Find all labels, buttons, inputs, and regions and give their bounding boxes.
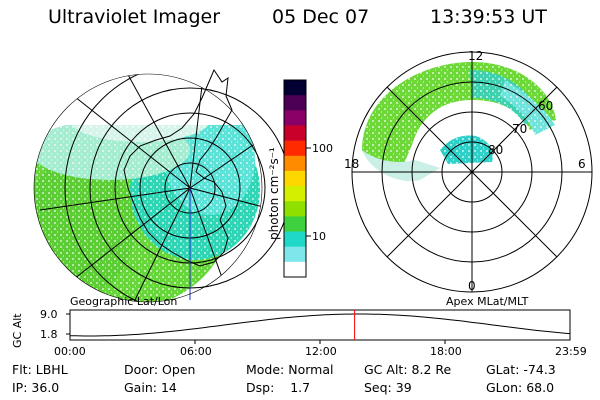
colorbar-gradient xyxy=(284,80,306,278)
apex-aurora-image xyxy=(352,52,592,182)
status-filter: Flt: LBHL xyxy=(12,362,68,377)
mlat-label-80: 80 xyxy=(488,143,503,157)
colorbar-band xyxy=(284,170,306,187)
colorbar-tick-label-10: 10 xyxy=(312,230,326,243)
colorbar-band xyxy=(284,216,306,233)
filter-value: LBHL xyxy=(35,362,68,377)
status-gain: Gain: 14 xyxy=(124,380,177,395)
mlt-label-6: 6 xyxy=(578,157,586,171)
colorbar-tick-label-100: 100 xyxy=(312,142,333,155)
gain-value: 14 xyxy=(160,380,177,395)
status-mode: Mode: Normal xyxy=(246,362,334,377)
geographic-map-border xyxy=(33,73,263,303)
altitude-timeline xyxy=(66,309,571,344)
status-glat: GLat: -74.3 xyxy=(486,362,556,377)
timeline-xtick-label-2: 12:00 xyxy=(305,345,337,358)
timeline-xtick-label-3: 18:00 xyxy=(430,345,462,358)
colorbar-band xyxy=(284,186,306,202)
seq-value: 39 xyxy=(395,380,412,395)
timeline-xtick-label-1: 06:00 xyxy=(180,345,212,358)
colorbar-band xyxy=(284,231,306,248)
status-gcalt: GC Alt: 8.2 Re xyxy=(364,362,452,377)
ip-value: 36.0 xyxy=(31,380,60,395)
timeline-ymax-label: 9.0 xyxy=(40,308,58,321)
time-label: 13:39:53 UT xyxy=(430,6,547,28)
colorbar-band xyxy=(284,155,306,172)
geographic-map-label: Geographic Lat/Lon xyxy=(70,295,178,308)
mlt-label-18: 18 xyxy=(344,157,359,171)
status-dsp: Dsp: 1.7 xyxy=(246,380,311,395)
mode-value: Normal xyxy=(288,362,334,377)
mlat-label-60: 60 xyxy=(538,99,553,113)
door-value: Open xyxy=(162,362,196,377)
date-label: 05 Dec 07 xyxy=(272,6,370,28)
mlt-label-0: 0 xyxy=(468,279,476,293)
status-glon: GLon: 68.0 xyxy=(486,380,555,395)
mlat-label-70: 70 xyxy=(512,122,527,136)
continent-outline xyxy=(123,68,233,267)
instrument-title: Ultraviolet Imager xyxy=(48,6,221,28)
colorbar: 100 10 photon cm⁻²s⁻¹ xyxy=(267,79,333,278)
geographic-map xyxy=(33,68,291,303)
status-door: Door: Open xyxy=(124,362,196,377)
status-ip: IP: 36.0 xyxy=(12,380,60,395)
timeline-ymin-label: 1.8 xyxy=(40,328,58,341)
apex-map: 12 18 6 0 60 70 80 xyxy=(344,49,593,293)
colorbar-band xyxy=(284,110,306,126)
timeline-ylabel: GC Alt xyxy=(11,313,24,348)
colorbar-band xyxy=(284,140,306,157)
timeline-xtick-label-4: 23:59 xyxy=(555,345,587,358)
colorbar-band xyxy=(284,201,306,217)
colorbar-band xyxy=(284,246,306,263)
colorbar-band xyxy=(284,261,306,278)
apex-map-label: Apex MLat/MLT xyxy=(446,295,529,308)
dsp-value: 1.7 xyxy=(290,380,311,395)
gcalt-value: 8.2 Re xyxy=(411,362,452,377)
timeline-xtick-label-0: 00:00 xyxy=(54,345,86,358)
colorbar-band xyxy=(284,95,306,111)
geographic-aurora-image xyxy=(34,74,262,302)
colorbar-band xyxy=(284,80,306,96)
colorbar-unit-label: photon cm⁻²s⁻¹ xyxy=(267,147,281,240)
altitude-curve xyxy=(69,313,571,337)
status-seq: Seq: 39 xyxy=(364,380,412,395)
apex-mlt-lines xyxy=(352,52,592,292)
glat-value: -74.3 xyxy=(523,362,556,377)
mlt-label-12: 12 xyxy=(468,49,483,63)
colorbar-frame xyxy=(283,79,307,278)
colorbar-band xyxy=(284,125,306,142)
glon-value: 68.0 xyxy=(526,380,555,395)
